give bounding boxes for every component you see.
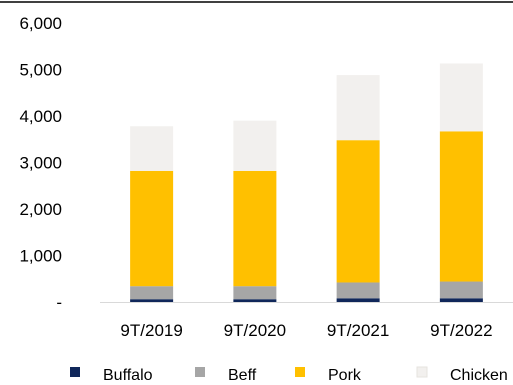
bar-segment-pork-2 xyxy=(336,140,380,283)
legend-swatch-pork xyxy=(295,367,305,377)
legend-label-chicken: Chicken xyxy=(450,367,508,384)
bar-segment-pork-1 xyxy=(233,170,277,287)
legend-swatch-beff xyxy=(195,367,205,377)
y-tick-label: 3,000 xyxy=(19,154,62,173)
x-tick-label: 9T/2020 xyxy=(224,321,286,340)
y-axis-ticks: - 1,000 2,000 3,000 4,000 5,000 6,000 xyxy=(19,14,62,312)
bar-segment-buffalo-3 xyxy=(439,298,483,302)
x-axis-ticks: 9T/2019 9T/2020 9T/2021 9T/2022 xyxy=(120,321,492,340)
x-tick-label: 9T/2021 xyxy=(327,321,389,340)
legend-label-beff: Beff xyxy=(228,367,257,384)
bar-segment-beff-2 xyxy=(336,282,380,299)
bar-segment-chicken-1 xyxy=(233,120,277,171)
bar-segment-chicken-3 xyxy=(439,63,483,132)
y-tick-label: 4,000 xyxy=(19,107,62,126)
bar-segment-beff-3 xyxy=(439,281,483,299)
bar-segment-chicken-0 xyxy=(130,126,174,171)
bar-segment-beff-1 xyxy=(233,286,277,300)
y-tick-label: - xyxy=(56,293,62,312)
y-tick-label: 5,000 xyxy=(19,61,62,80)
bar-segment-pork-0 xyxy=(130,170,174,287)
y-tick-label: 1,000 xyxy=(19,247,62,266)
bar-segment-buffalo-1 xyxy=(233,299,277,302)
x-tick-label: 9T/2022 xyxy=(430,321,492,340)
legend-label-pork: Pork xyxy=(328,367,362,384)
bars-group xyxy=(130,63,483,302)
bar-segment-buffalo-0 xyxy=(130,299,174,302)
x-tick-label: 9T/2019 xyxy=(120,321,182,340)
y-tick-label: 2,000 xyxy=(19,200,62,219)
legend-swatch-buffalo xyxy=(70,367,80,377)
legend-label-buffalo: Buffalo xyxy=(103,367,153,384)
legend: Buffalo Beff Pork Chicken xyxy=(70,366,508,384)
y-tick-label: 6,000 xyxy=(19,14,62,33)
bar-segment-buffalo-2 xyxy=(336,298,380,302)
legend-swatch-chicken xyxy=(416,366,428,378)
bar-segment-beff-0 xyxy=(130,286,174,300)
bar-segment-chicken-2 xyxy=(336,75,380,141)
bar-segment-pork-3 xyxy=(439,131,483,282)
